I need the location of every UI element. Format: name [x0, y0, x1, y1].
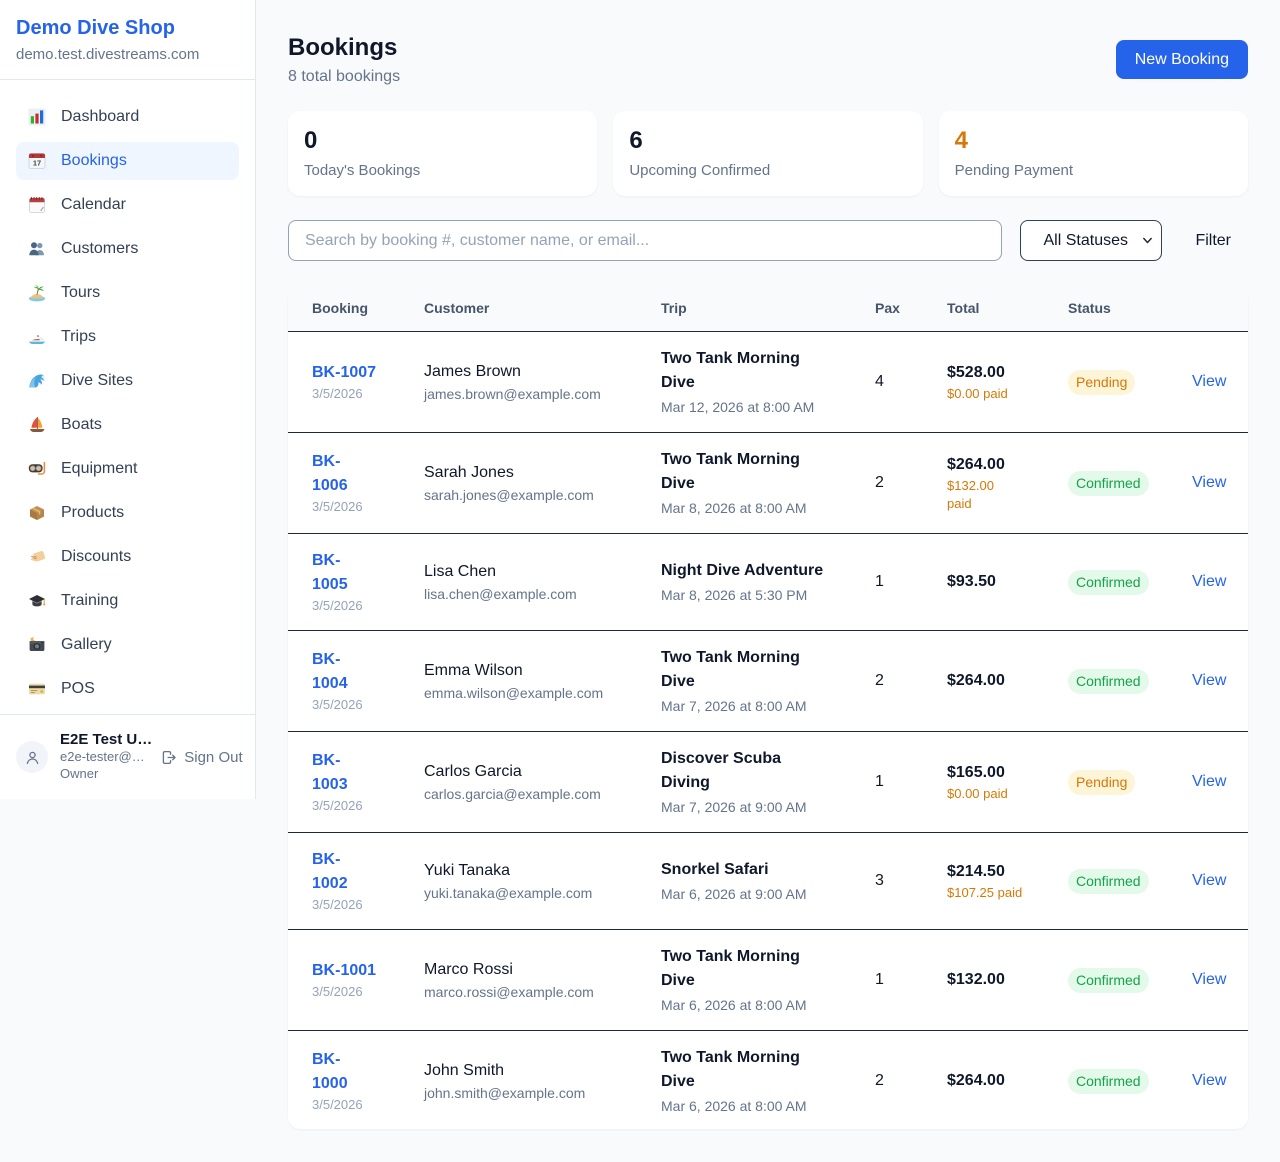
svg-text:17: 17	[33, 159, 41, 168]
